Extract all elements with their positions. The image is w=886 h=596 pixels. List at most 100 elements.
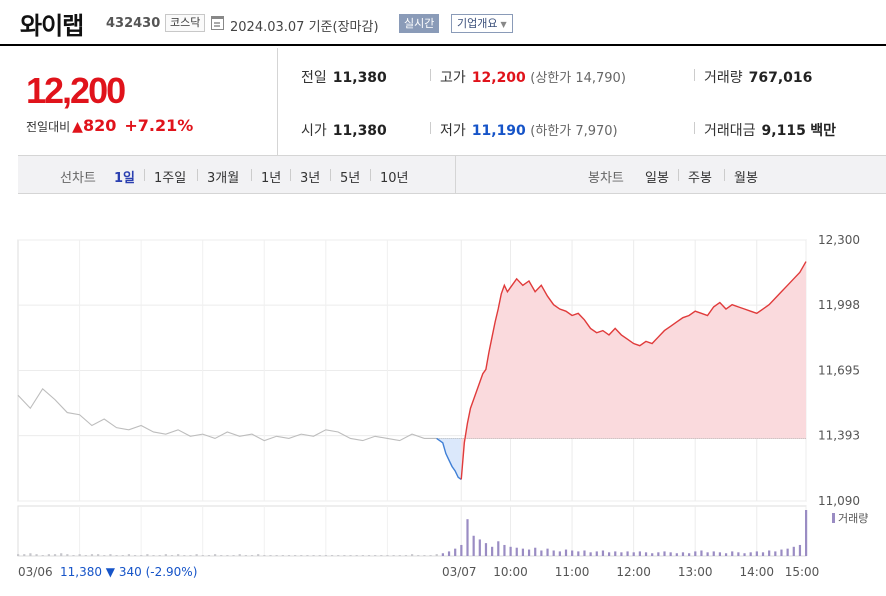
volume-bar [127,554,131,556]
volume-bar [66,554,69,556]
tab-weekly-candle[interactable]: 주봉 [688,171,712,186]
volume-bar [367,555,371,556]
volume-bar [392,555,395,556]
volume-bar [287,555,291,556]
volume-bar [53,554,57,556]
volume-bar [349,555,352,556]
volume-bar [23,554,26,556]
tab-3year[interactable]: 3년 [300,171,321,186]
volume-bar [527,549,531,556]
volume-bar [269,555,272,556]
divider [430,122,431,134]
volume-bar [275,555,278,556]
volume-bar [589,552,592,556]
volume-bar [638,551,641,556]
stat-open: 시가 11,380 [301,120,387,140]
volume-bar [614,551,617,556]
volume-bar [146,554,149,556]
volume-bar [257,554,260,556]
stat-label: 시가 [301,123,327,139]
tab-1day[interactable]: 1일 [114,171,136,186]
volume-bar [140,555,143,556]
volume-bar [17,554,20,556]
price-summary: 12,200 전일대비 ▲820 +7.21% 전일 11,380 시가 11,380 … [18,48,886,156]
stat-amount: 거래대금 9,115 백만 [704,120,836,140]
volume-bar [484,543,488,556]
volume-bar [337,555,340,556]
stock-name: 와이랩 [20,12,84,40]
volume-bar [435,554,438,556]
volume-bar [540,550,543,556]
volume-bar [583,550,586,556]
volume-bar [84,555,87,556]
stat-label: 거래량 [704,70,743,86]
volume-bar [121,555,124,556]
volume-bar [374,555,377,556]
volume-bar [195,554,198,556]
volume-bar [189,555,192,556]
date-value: 2024.03.07 [230,20,305,35]
tab-1year[interactable]: 1년 [261,171,282,186]
volume-bar [164,554,167,556]
volume-bar [761,552,765,556]
volume-plot-frame [17,505,807,557]
volume-bar [78,554,81,556]
upper-limit: (상한가 14,790) [530,71,626,86]
volume-bar [35,554,38,556]
y-tick-label: 11,393 [818,429,860,443]
y-tick-label: 11,695 [818,364,860,378]
volume-bar [447,551,451,556]
volume-bar [207,555,211,556]
volume-bar [546,548,549,556]
divider [430,69,431,81]
stat-low: 저가 11,190 (하한가 7,970) [440,120,618,140]
tab-5year[interactable]: 5년 [340,171,361,186]
prev-day-info: 11,380 ▼ 340 (-2.90%) [60,565,197,579]
tab-3month[interactable]: 3개월 [207,171,240,186]
volume-bar [509,546,512,556]
volume-bar [491,546,494,556]
volume-bar [632,552,635,556]
stat-label: 거래대금 [704,123,756,139]
volume-bar [620,552,623,556]
volume-bar [97,554,100,556]
divider [290,169,291,181]
stat-label: 고가 [440,70,466,86]
line-chart-label: 선차트 [60,171,96,186]
volume-bar [798,544,802,556]
realtime-button[interactable]: 실시간 [399,14,440,33]
volume-bar [534,547,537,556]
tab-monthly-candle[interactable]: 월봉 [734,171,758,186]
volume-bar [552,550,555,556]
volume-bar [152,555,155,556]
tab-1week[interactable]: 1주일 [154,171,187,186]
volume-bar [158,555,161,556]
divider [694,122,695,134]
company-overview-button[interactable]: 기업개요 ▼ [451,14,513,33]
change-row: 전일대비 ▲820 +7.21% [26,116,193,135]
stat-value: 12,200 [471,70,526,86]
volume-bar [429,555,432,556]
volume-bar [109,554,112,556]
company-overview-label: 기업개요 [457,17,498,30]
volume-bar [681,552,685,556]
volume-bar [577,551,580,556]
stat-value: 11,380 [332,70,387,86]
volume-bar [675,553,678,556]
tab-10year[interactable]: 10년 [380,171,409,186]
volume-bar [398,555,401,556]
volume-bar [300,555,303,556]
volume-bar [478,539,481,556]
volume-bar [60,553,63,556]
volume-bar [743,553,746,556]
divider [330,169,331,181]
tab-daily-candle[interactable]: 일봉 [645,171,669,186]
volume-bar [731,551,734,556]
current-price-box: 12,200 전일대비 ▲820 +7.21% [18,48,278,156]
volume-bar [380,555,383,556]
volume-bar [774,551,777,556]
divider [370,169,371,181]
volume-bar [497,541,500,556]
volume-bar [780,549,783,556]
volume-bar [521,548,525,556]
